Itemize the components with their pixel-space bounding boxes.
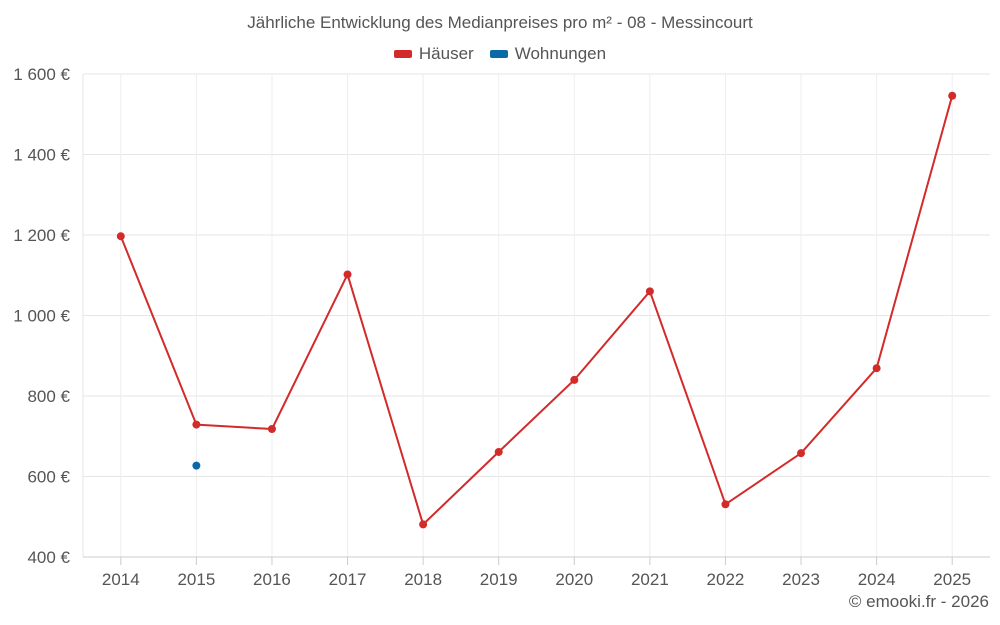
data-point-haeuser: [494, 447, 503, 456]
grid: [82, 73, 990, 557]
x-tick-label: 2019: [480, 570, 518, 589]
x-tick-label: 2018: [404, 570, 442, 589]
data-point-haeuser: [797, 449, 806, 458]
legend-label-wohnungen: Wohnungen: [514, 44, 607, 63]
data-point-haeuser: [267, 425, 276, 434]
x-tick-label: 2016: [253, 570, 291, 589]
series-line-haeuser: [119, 95, 954, 526]
data-point-haeuser: [116, 232, 125, 241]
y-tick-label: 1 400 €: [13, 146, 70, 165]
legend-label-haeuser: Häuser: [418, 44, 474, 63]
y-tick-label: 800 €: [27, 387, 70, 406]
x-tick-label: 2020: [555, 570, 593, 589]
y-tick-label: 400 €: [27, 548, 70, 567]
x-tick-label: 2015: [177, 570, 215, 589]
legend-swatch-wohnungen: [489, 50, 508, 58]
data-point-haeuser: [721, 500, 730, 509]
x-tick-label: 2022: [707, 570, 745, 589]
x-tick-label: 2024: [858, 570, 896, 589]
legend-item-wohnungen[interactable]: Wohnungen: [489, 44, 607, 64]
credit-text: © emooki.fr - 2026: [848, 592, 989, 611]
y-tick-label: 1 000 €: [13, 307, 70, 326]
chart-legend: Häuser Wohnungen: [0, 44, 1000, 64]
data-point-wohnungen: [192, 461, 201, 470]
series-layer: [116, 91, 957, 529]
data-point-haeuser: [948, 91, 957, 100]
x-tick-label: 2021: [631, 570, 669, 589]
data-point-haeuser: [645, 287, 654, 296]
chart-title: Jährliche Entwicklung des Medianpreises …: [247, 13, 753, 32]
data-point-haeuser: [570, 375, 579, 384]
axes: 400 € 600 € 800 € 1 000 € 1 200 € 1 400 € 1 60…: [13, 65, 990, 589]
data-point-haeuser: [872, 364, 881, 373]
data-point-haeuser: [343, 270, 352, 279]
legend-swatch-haeuser: [393, 50, 412, 58]
y-tick-label: 1 200 €: [13, 226, 70, 245]
y-tick-label: 600 €: [27, 468, 70, 487]
x-tick-label: 2017: [329, 570, 367, 589]
x-tick-label: 2014: [102, 570, 140, 589]
data-point-haeuser: [419, 520, 428, 529]
x-tick-label: 2023: [782, 570, 820, 589]
x-tick-label: 2025: [933, 570, 971, 589]
legend-item-haeuser[interactable]: Häuser: [393, 44, 474, 64]
data-point-haeuser: [192, 420, 201, 429]
y-tick-label: 1 600 €: [13, 65, 70, 84]
